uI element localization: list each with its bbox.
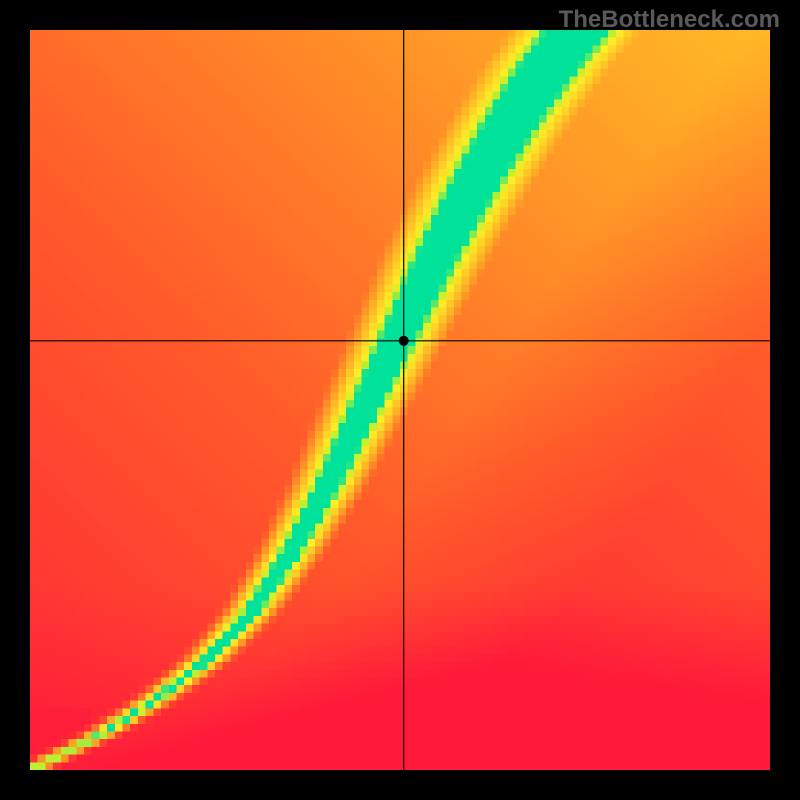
bottleneck-heatmap [30,30,770,770]
chart-container: { "watermark": { "text": "TheBottleneck.… [0,0,800,800]
watermark-text: TheBottleneck.com [559,6,780,34]
